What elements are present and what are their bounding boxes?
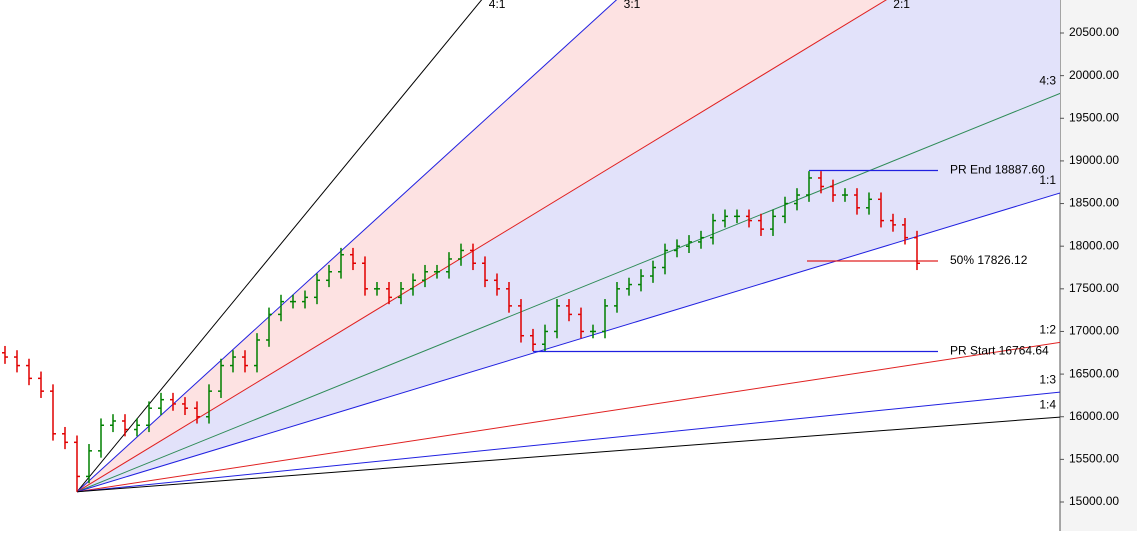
fan	[76, 0, 1060, 493]
y-tick-label: 20000.00	[1069, 68, 1119, 82]
fan-label: 2:1	[893, 0, 910, 11]
fan-line	[76, 92, 1060, 493]
fan-label: 4:3	[1039, 74, 1056, 88]
fan-label: 1:1	[1039, 173, 1056, 187]
y-tick-label: 20500.00	[1069, 25, 1119, 39]
axis-panel	[1060, 0, 1137, 531]
levels: PR End 18887.60 50% 17826.12 PR Start 1676…	[533, 163, 1049, 358]
fan-line	[76, 192, 1060, 493]
fan-line	[76, 0, 887, 493]
fan-line	[76, 416, 1060, 493]
level-label: PR End 18887.60	[950, 163, 1045, 177]
fan-band	[77, 0, 1060, 492]
bars	[2, 171, 920, 492]
y-tick-label: 16500.00	[1069, 366, 1119, 380]
y-tick-label: 19000.00	[1069, 153, 1119, 167]
y-tick-label: 17500.00	[1069, 281, 1119, 295]
fan-fills	[77, 0, 1060, 492]
y-tick-label: 18000.00	[1069, 238, 1119, 252]
fan-label: 1:4	[1039, 397, 1056, 411]
y-tick-label: 19500.00	[1069, 110, 1119, 124]
fan-label: 1:3	[1039, 372, 1056, 386]
y-tick-label: 18500.00	[1069, 196, 1119, 210]
fan-label: 4:1	[489, 0, 506, 11]
y-tick-label: 15500.00	[1069, 452, 1119, 466]
fan-label: 3:1	[624, 0, 641, 11]
fan-line	[76, 341, 1060, 493]
y-tick-label: 16000.00	[1069, 409, 1119, 423]
level-label: 50% 17826.12	[950, 253, 1028, 267]
y-axis: 15000.00 15500.00 16000.00 16500.00 17000.00…	[1060, 25, 1119, 508]
fan-line	[76, 391, 1060, 493]
level-label: PR Start 16764.64	[950, 344, 1049, 358]
fan-line	[76, 0, 618, 493]
y-tick-label: 17000.00	[1069, 324, 1119, 338]
fan-label: 1:2	[1039, 323, 1056, 337]
y-tick-label: 15000.00	[1069, 494, 1119, 508]
